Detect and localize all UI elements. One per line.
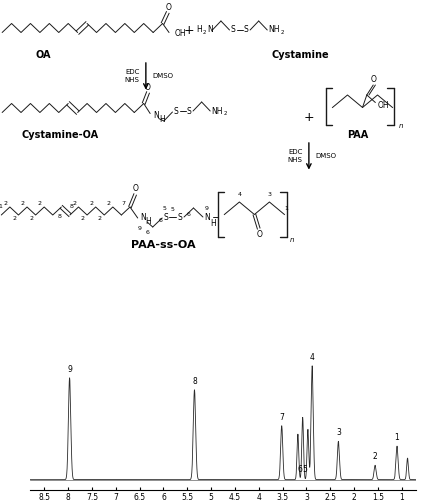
- Text: 9: 9: [67, 365, 72, 374]
- Text: 5: 5: [170, 207, 174, 212]
- Text: N: N: [204, 212, 210, 222]
- Text: PAA: PAA: [347, 130, 369, 140]
- Text: EDC: EDC: [125, 69, 139, 75]
- Text: H: H: [145, 218, 151, 226]
- Text: 6: 6: [186, 212, 190, 217]
- Text: 1: 1: [284, 206, 289, 211]
- Text: S: S: [231, 26, 236, 35]
- Text: 8: 8: [69, 204, 73, 208]
- Text: n: n: [290, 236, 294, 242]
- Text: OA: OA: [35, 50, 51, 60]
- Text: OH: OH: [378, 102, 389, 110]
- Text: 1: 1: [0, 204, 2, 208]
- Text: 4: 4: [237, 192, 242, 197]
- Text: DMSO: DMSO: [315, 153, 336, 159]
- Text: 2: 2: [203, 30, 206, 35]
- Text: 4: 4: [310, 353, 314, 362]
- Text: 9: 9: [204, 206, 208, 210]
- Text: DMSO: DMSO: [152, 73, 173, 79]
- Text: S: S: [163, 212, 168, 222]
- Text: S: S: [244, 26, 248, 35]
- Text: OH: OH: [174, 30, 186, 38]
- Text: N: N: [207, 26, 212, 35]
- Text: 8: 8: [192, 377, 197, 386]
- Text: S: S: [187, 106, 191, 116]
- Text: 2: 2: [281, 30, 284, 35]
- Text: O: O: [145, 83, 151, 92]
- Text: H: H: [160, 115, 165, 124]
- Text: 8: 8: [57, 214, 61, 218]
- Text: N: N: [140, 212, 145, 222]
- Text: 3: 3: [267, 192, 272, 197]
- Text: 6: 6: [146, 230, 150, 234]
- Text: 7: 7: [279, 413, 284, 422]
- Text: n: n: [399, 124, 403, 130]
- Text: Cystamine: Cystamine: [272, 50, 329, 60]
- Text: NHS: NHS: [287, 157, 302, 163]
- Text: O: O: [133, 184, 139, 193]
- Text: 6: 6: [298, 464, 303, 473]
- Text: 2: 2: [373, 452, 378, 462]
- Text: NH: NH: [269, 26, 280, 35]
- Text: 2: 2: [98, 216, 102, 221]
- Text: 2: 2: [21, 201, 25, 206]
- Text: H: H: [196, 26, 202, 35]
- Text: S: S: [174, 106, 178, 116]
- Text: 2: 2: [29, 216, 33, 221]
- Text: 2: 2: [106, 201, 111, 206]
- Text: 3: 3: [336, 428, 341, 438]
- Text: O: O: [166, 4, 172, 13]
- Text: EDC: EDC: [288, 149, 302, 155]
- Text: NHS: NHS: [124, 77, 139, 83]
- Text: 2: 2: [81, 216, 85, 221]
- Text: 7: 7: [121, 201, 126, 206]
- Text: 2: 2: [3, 201, 8, 206]
- Text: 1: 1: [395, 433, 399, 442]
- Text: PAA-ss-OA: PAA-ss-OA: [131, 240, 195, 250]
- Text: 5: 5: [162, 206, 166, 210]
- Text: NH: NH: [211, 106, 223, 116]
- Text: N: N: [154, 112, 159, 120]
- Text: 2: 2: [12, 216, 16, 221]
- Text: 2: 2: [224, 111, 227, 116]
- Text: 2: 2: [72, 201, 76, 206]
- Text: 2: 2: [38, 201, 42, 206]
- Text: H: H: [211, 218, 216, 228]
- Text: Cystamine-OA: Cystamine-OA: [21, 130, 99, 140]
- Text: S: S: [177, 212, 182, 222]
- Text: 9: 9: [138, 226, 142, 230]
- Text: +: +: [304, 111, 314, 124]
- Text: O: O: [257, 230, 263, 239]
- Text: 5: 5: [302, 465, 308, 474]
- Text: 2: 2: [89, 201, 94, 206]
- Text: +: +: [184, 24, 194, 36]
- Text: O: O: [370, 74, 376, 84]
- Text: 6: 6: [159, 218, 163, 222]
